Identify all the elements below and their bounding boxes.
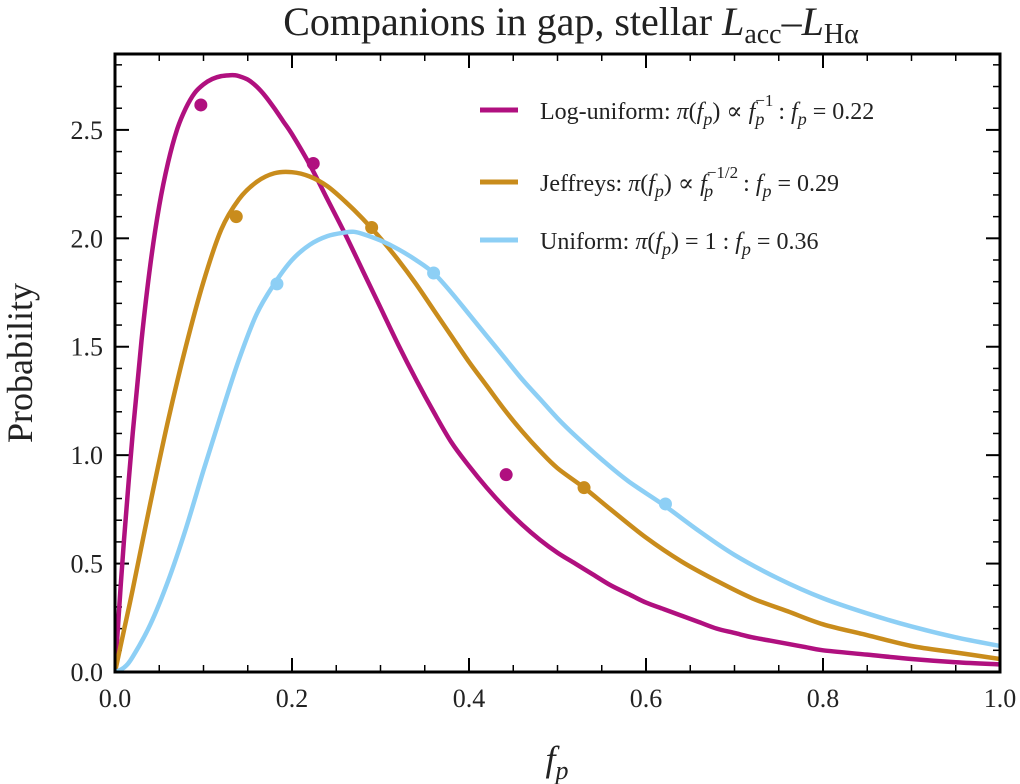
series-marker-jeffreys xyxy=(577,481,591,495)
series-marker-jeffreys xyxy=(365,220,379,234)
series-marker-uniform xyxy=(658,497,672,511)
series-marker-uniform xyxy=(427,266,441,280)
series-marker-log-uniform xyxy=(499,468,513,482)
y-tick-label: 2.5 xyxy=(71,116,104,145)
series-marker-log-uniform xyxy=(306,157,320,171)
series-line-log-uniform xyxy=(115,72,1000,672)
chart-title: Companions in gap, stellar Lacc–LHα xyxy=(283,0,859,50)
x-tick-label: 1.0 xyxy=(984,684,1017,713)
legend: Log-uniform: π(fp) ∝ f−1 p : fp = 0.22 Jef… xyxy=(480,91,874,259)
y-tick-label: 2.0 xyxy=(71,224,104,253)
legend-label-log-uniform: Log-uniform: π(fp) ∝ f−1 p : fp = 0.22 xyxy=(540,91,874,129)
x-tick-label: 0.0 xyxy=(99,684,132,713)
x-axis-label: fp xyxy=(545,739,568,784)
y-axis-label: Probability xyxy=(0,283,40,443)
x-tick-label: 0.4 xyxy=(453,684,486,713)
x-tick-label: 0.2 xyxy=(276,684,309,713)
x-tick-label: 0.6 xyxy=(630,684,663,713)
tick-labels: 0.0 0.2 0.4 0.6 0.8 1.0 0.0 0.5 1.0 1.5 2.0 2.5 xyxy=(71,116,1017,713)
y-tick-label: 0.5 xyxy=(71,550,104,579)
axis-ticks xyxy=(114,54,1001,673)
y-tick-label: 0.0 xyxy=(71,658,104,687)
plot-frame xyxy=(113,52,1002,674)
series-markers xyxy=(194,98,672,511)
x-tick-label: 0.8 xyxy=(807,684,840,713)
y-tick-label: 1.0 xyxy=(71,441,104,470)
series-curves xyxy=(115,72,1000,672)
series-marker-uniform xyxy=(270,277,284,291)
series-marker-jeffreys xyxy=(229,210,243,224)
legend-label-jeffreys: Jeffreys: π(fp) ∝ f−1/2 p : fp = 0.29 xyxy=(540,163,839,201)
legend-label-uniform: Uniform: π(fp) = 1 : fp = 0.36 xyxy=(540,229,818,259)
series-line-jeffreys xyxy=(115,169,1000,672)
series-line-uniform xyxy=(115,229,1000,672)
y-tick-label: 1.5 xyxy=(71,333,104,362)
series-marker-log-uniform xyxy=(194,98,208,112)
